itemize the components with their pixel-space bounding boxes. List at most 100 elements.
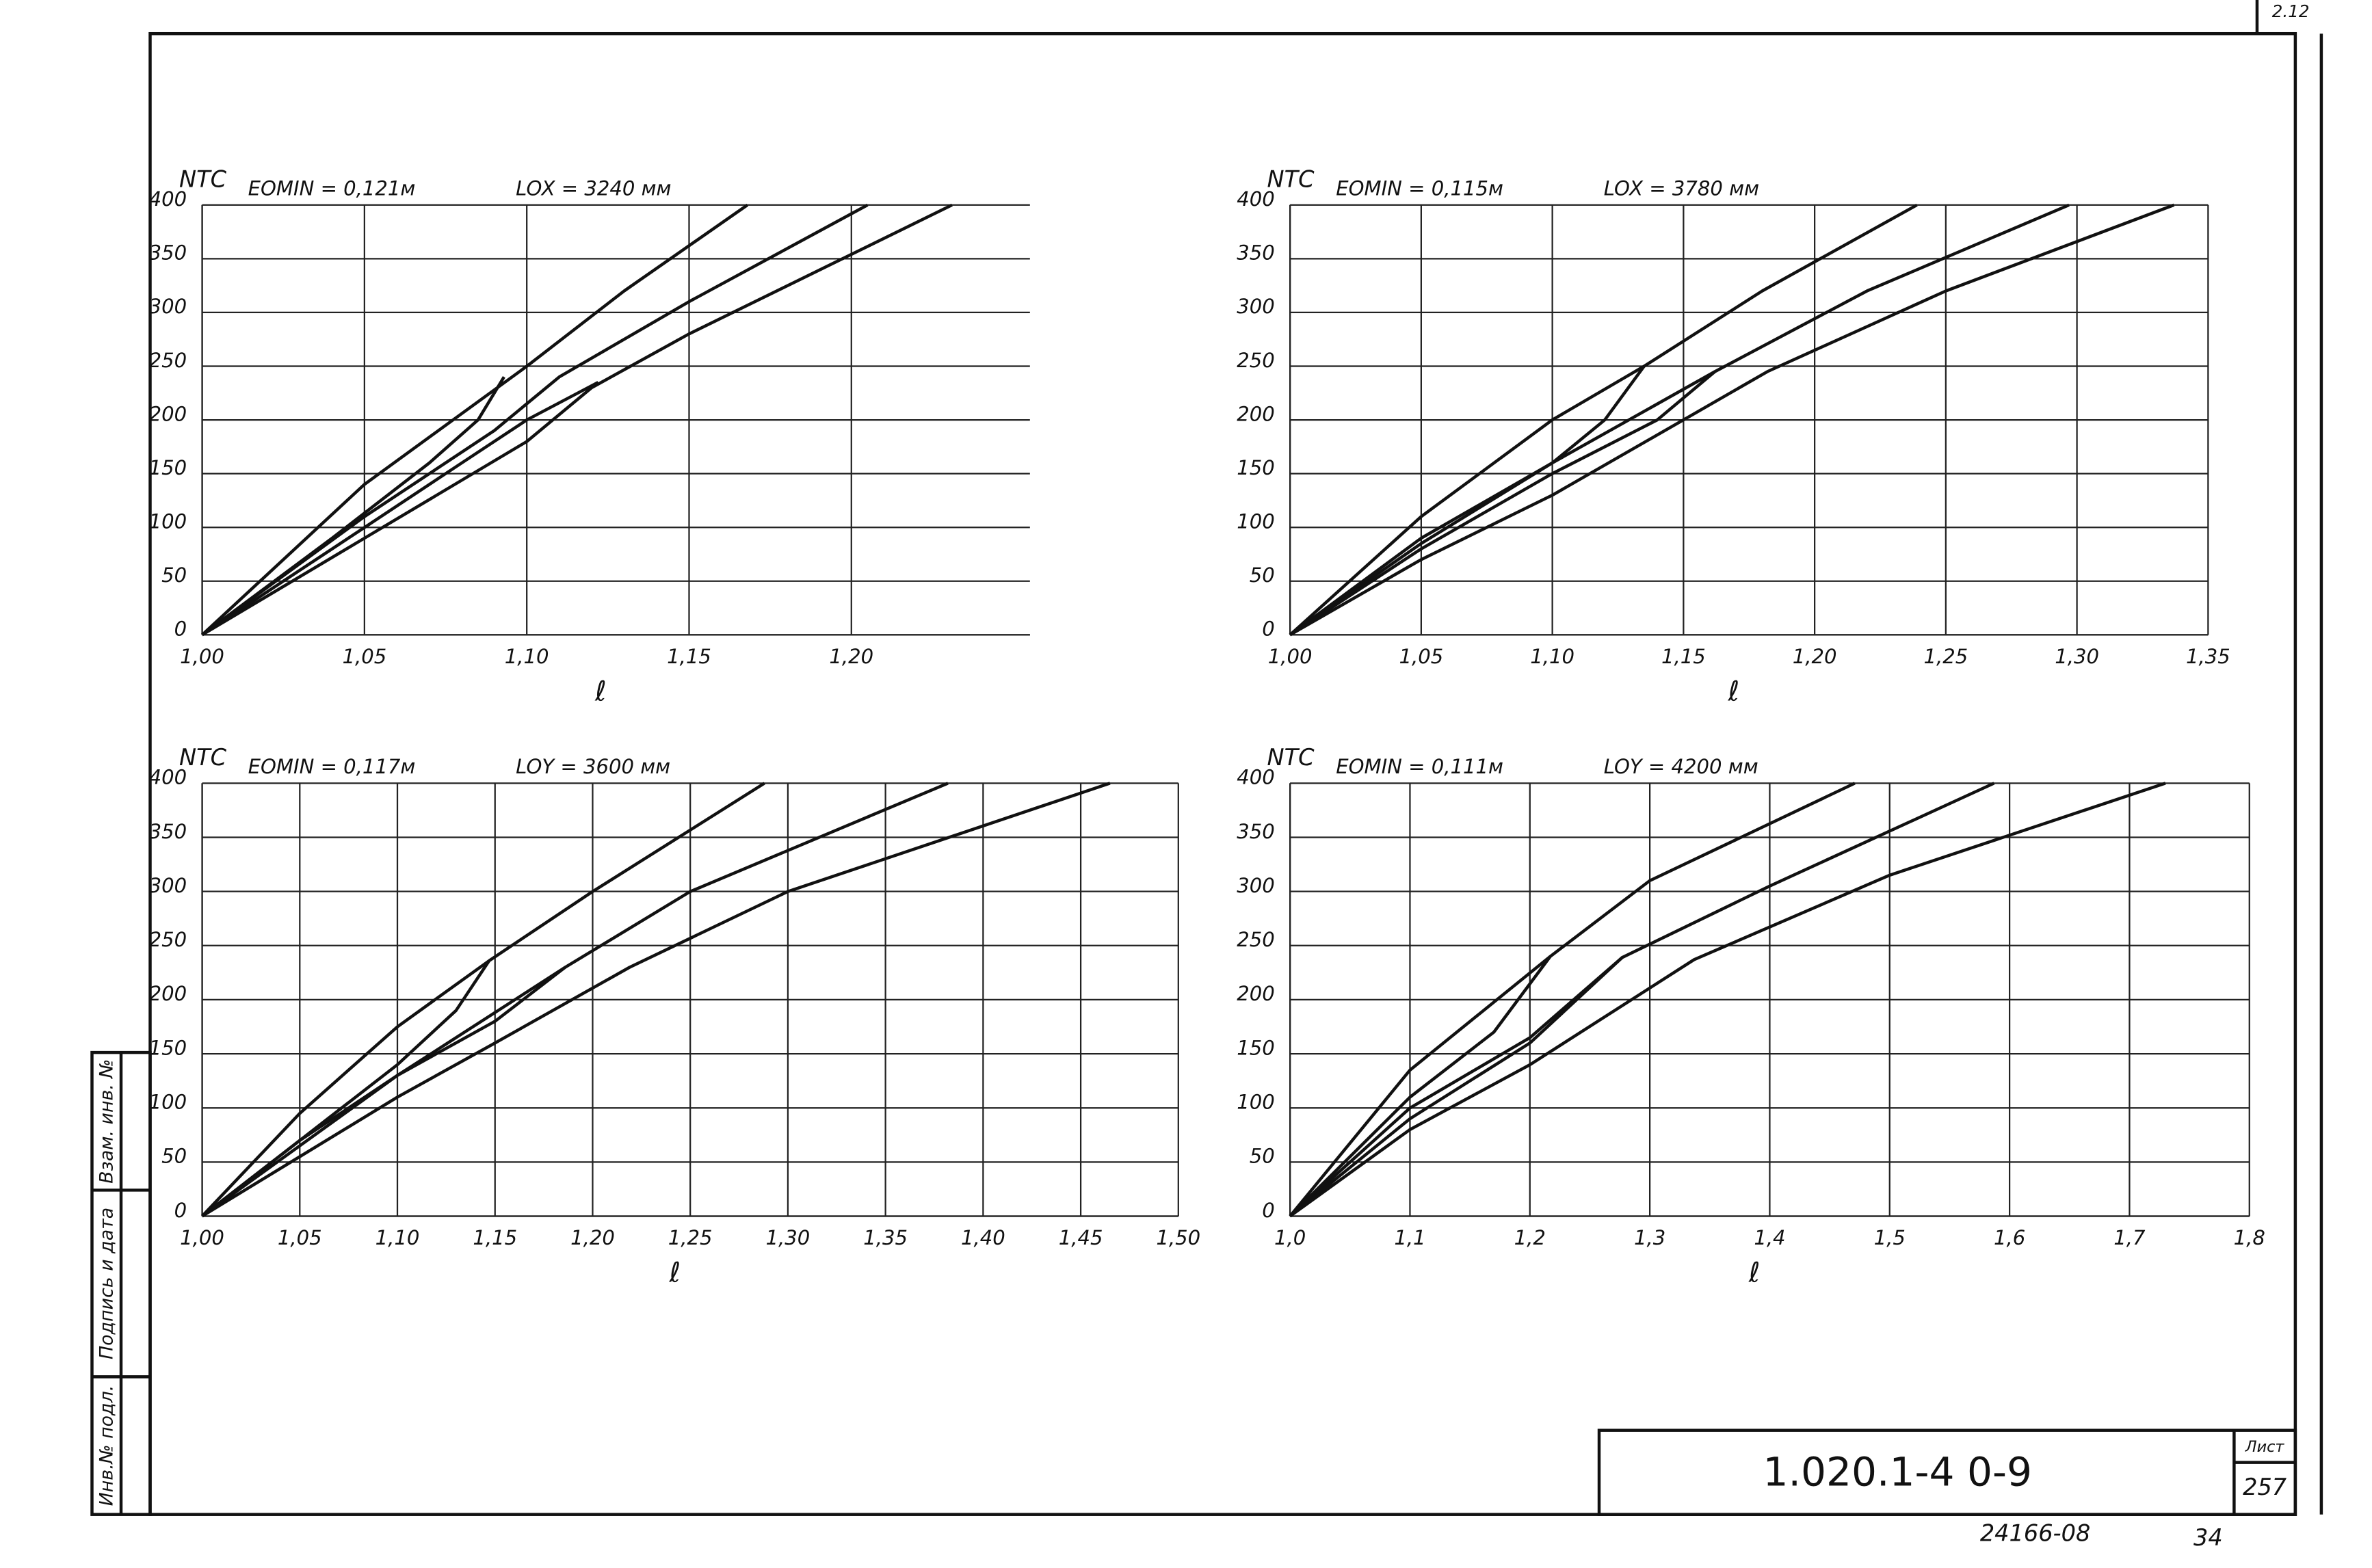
x-tick-label: 1,30 <box>766 1226 811 1249</box>
y-tick-label: 0 <box>1262 1199 1275 1222</box>
x-tick-label: 1,40 <box>961 1226 1005 1249</box>
y-tick-label: 200 <box>1237 402 1275 425</box>
x-tick-label: 1,10 <box>505 645 549 668</box>
curve <box>1289 956 1624 1218</box>
x-tick-label: 1,1 <box>1394 1226 1425 1249</box>
x-tick-label: 1,30 <box>2055 645 2099 668</box>
curve <box>1289 782 1856 1217</box>
y-tick-label: 350 <box>1237 820 1275 843</box>
y-tick-label: 400 <box>1237 187 1275 211</box>
curve <box>1289 203 1918 637</box>
chart-subtitle: LOX = 3780 мм <box>1604 176 1759 200</box>
x-axis-label: ℓ <box>594 676 607 707</box>
y-tick-label: 250 <box>1237 928 1275 951</box>
x-tick-label: 1,45 <box>1059 1226 1103 1249</box>
x-tick-label: 1,00 <box>180 645 224 668</box>
x-tick-label: 1,00 <box>1268 645 1313 668</box>
corner-label: 2.12 <box>2272 1 2310 21</box>
y-tick-label: 0 <box>174 1199 187 1222</box>
curve <box>1289 203 2070 637</box>
x-tick-label: 1,0 <box>1274 1226 1306 1249</box>
x-tick-label: 1,15 <box>1661 645 1706 668</box>
title-block <box>1597 1429 2297 1516</box>
y-tick-label: 200 <box>149 982 187 1005</box>
curve <box>201 203 869 637</box>
x-tick-label: 1,20 <box>1793 645 1837 668</box>
chart-subtitle: LOX = 3240 мм <box>516 176 671 200</box>
chart-title: EOMIN = 0,115м <box>1336 176 1503 200</box>
drawing-code: 1.020.1-4 0-9 <box>1763 1449 2032 1496</box>
x-tick-label: 1,05 <box>278 1226 322 1249</box>
y-tick-label: 350 <box>149 820 187 843</box>
y-tick-label: 400 <box>1237 766 1275 789</box>
y-tick-label: 200 <box>1237 982 1275 1005</box>
y-tick-label: 300 <box>1237 874 1275 897</box>
x-tick-label: 1,20 <box>570 1226 615 1249</box>
x-tick-label: 1,25 <box>668 1226 713 1249</box>
x-axis-label: ℓ <box>668 1257 681 1288</box>
y-tick-label: 50 <box>1250 1145 1275 1168</box>
y-tick-label: 300 <box>149 295 187 318</box>
y-tick-label: 250 <box>149 928 187 951</box>
x-tick-label: 1,2 <box>1514 1226 1546 1249</box>
y-tick-label: 150 <box>149 456 187 479</box>
y-tick-label: 100 <box>149 1090 187 1113</box>
y-tick-label: 100 <box>1237 1090 1275 1113</box>
chart-title: EOMIN = 0,111м <box>1336 755 1503 778</box>
x-tick-label: 1,6 <box>1994 1226 2025 1249</box>
x-tick-label: 1,20 <box>829 645 873 668</box>
x-tick-label: 1,7 <box>2113 1226 2146 1249</box>
x-tick-label: 1,8 <box>2234 1226 2265 1249</box>
y-tick-label: 50 <box>161 563 187 587</box>
x-tick-label: 1,4 <box>1754 1226 1785 1249</box>
curve <box>201 203 953 637</box>
curve <box>1289 203 2175 637</box>
chart-title: EOMIN = 0,117м <box>248 755 416 778</box>
y-tick-label: 50 <box>161 1145 187 1168</box>
x-tick-label: 1,05 <box>342 645 386 668</box>
curve <box>200 782 765 1218</box>
x-tick-label: 1,50 <box>1156 1226 1200 1249</box>
y-axis-label: NТС <box>179 744 227 771</box>
sheet-label: Лист <box>2245 1438 2285 1456</box>
x-axis-label: ℓ <box>1748 1257 1761 1288</box>
y-tick-label: 0 <box>1262 617 1275 641</box>
curve <box>201 203 749 637</box>
x-tick-label: 1,3 <box>1634 1226 1665 1249</box>
curve <box>1289 782 2166 1218</box>
y-tick-label: 400 <box>149 766 187 789</box>
y-tick-label: 150 <box>149 1036 187 1059</box>
x-tick-label: 1,5 <box>1874 1226 1906 1249</box>
y-axis-label: NТС <box>1267 744 1315 771</box>
curve <box>1289 365 1646 637</box>
curve <box>201 376 505 637</box>
y-tick-label: 50 <box>1250 563 1275 587</box>
y-tick-label: 400 <box>149 187 187 211</box>
curve <box>1289 782 1995 1218</box>
y-axis-label: NТС <box>1267 165 1315 192</box>
curve <box>201 966 566 1218</box>
chart-subtitle: LOY = 3600 мм <box>516 755 670 778</box>
sheet-number: 257 <box>2243 1474 2287 1500</box>
y-axis-label: NТС <box>179 165 227 192</box>
stamp-text: Взам. инв. № <box>96 1059 117 1184</box>
x-tick-label: 1,25 <box>1923 645 1968 668</box>
y-tick-label: 350 <box>149 241 187 265</box>
stamp-text: Подпись и дата <box>96 1208 117 1359</box>
y-tick-label: 350 <box>1237 241 1275 265</box>
page-number: 34 <box>2193 1524 2223 1551</box>
archive-number: 24166-08 <box>1980 1519 2091 1546</box>
y-tick-label: 100 <box>149 510 187 533</box>
x-tick-label: 1,00 <box>180 1226 224 1249</box>
y-tick-label: 150 <box>1237 1036 1275 1059</box>
y-tick-label: 0 <box>174 617 187 641</box>
x-tick-label: 1,10 <box>1530 645 1574 668</box>
y-tick-label: 200 <box>149 402 187 425</box>
curve <box>201 959 491 1218</box>
curve <box>1289 370 1716 637</box>
x-tick-label: 1,35 <box>2186 645 2230 668</box>
x-tick-label: 1,10 <box>375 1226 420 1249</box>
y-tick-label: 250 <box>149 349 187 372</box>
y-tick-label: 300 <box>149 874 187 897</box>
